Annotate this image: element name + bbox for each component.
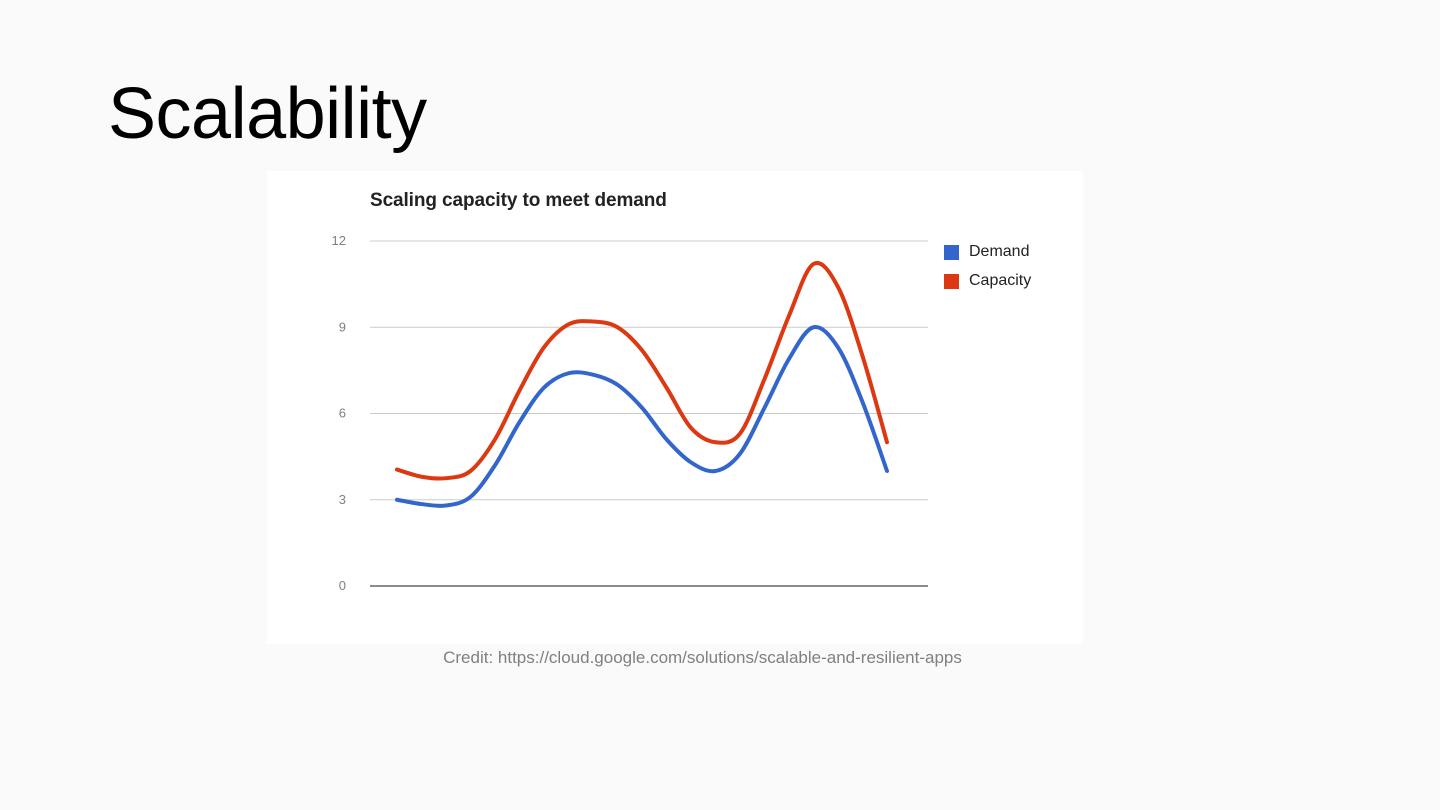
- y-axis-tick-label: 9: [339, 319, 346, 334]
- legend-label-demand: Demand: [969, 243, 1030, 260]
- chart-card: Scaling capacity to meet demand 0 3 6 9 12 D…: [267, 171, 1083, 644]
- page-title: Scalability: [108, 74, 427, 154]
- legend-item-demand: Demand: [944, 240, 1031, 264]
- y-axis-tick-label: 12: [332, 233, 346, 248]
- series-line-capacity: [395, 261, 889, 481]
- series-line-demand: [395, 325, 889, 508]
- legend-label-capacity: Capacity: [969, 272, 1032, 289]
- chart-title: Scaling capacity to meet demand: [370, 190, 667, 211]
- credit-caption: Credit: https://cloud.google.com/solutio…: [443, 648, 962, 667]
- legend-item-capacity: Capacity: [944, 269, 1031, 293]
- legend-swatch-capacity: [944, 273, 959, 289]
- chart-plot-area: 0 3 6 9 12: [267, 171, 1083, 644]
- legend-swatch-demand: [944, 244, 959, 260]
- y-axis-tick-label: 6: [339, 406, 346, 421]
- chart-legend: Demand Capacity: [944, 240, 1031, 298]
- y-axis-tick-label: 3: [339, 492, 346, 507]
- y-axis-tick-label: 0: [339, 578, 346, 593]
- line-chart-svg: 0 3 6 9 12: [332, 233, 928, 593]
